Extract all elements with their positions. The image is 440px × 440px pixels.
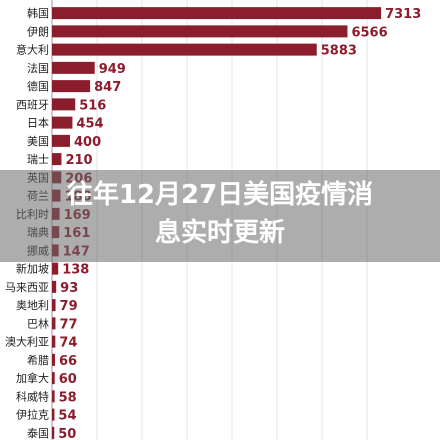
value-label: 74 [59, 336, 77, 351]
category-label: 伊朗 [27, 25, 49, 38]
bar [52, 98, 76, 111]
category-label: 西班牙 [16, 98, 49, 111]
category-label: 日本 [27, 116, 49, 130]
category-label: 奥地利 [16, 298, 49, 312]
bar [52, 116, 73, 129]
value-label: 58 [59, 390, 77, 405]
value-label: 516 [79, 98, 106, 113]
category-label: 澳大利亚 [5, 335, 49, 349]
headline-line-1: 往年12月27日美国疫情消 [66, 180, 374, 210]
value-label: 5883 [321, 44, 357, 59]
value-label: 7313 [385, 7, 421, 22]
value-label: 949 [99, 62, 126, 77]
category-label: 德国 [27, 79, 49, 93]
category-label: 伊拉克 [16, 408, 49, 422]
value-label: 847 [94, 80, 121, 95]
bar [52, 317, 56, 330]
bar [52, 390, 55, 403]
bar [52, 299, 56, 312]
value-label: 93 [60, 281, 78, 296]
bar [52, 134, 70, 147]
category-label: 科威特 [16, 389, 49, 403]
category-label: 泰国 [27, 426, 49, 440]
category-label: 加拿大 [16, 371, 49, 385]
bar [52, 335, 56, 348]
headline-band [0, 170, 440, 262]
category-label: 瑞士 [27, 152, 49, 166]
value-label: 77 [59, 317, 77, 332]
bar [52, 280, 57, 293]
category-label: 美国 [27, 135, 49, 148]
bar [52, 353, 55, 366]
bar [52, 25, 348, 38]
value-label: 66 [59, 354, 77, 369]
bar [52, 61, 95, 74]
value-label: 60 [59, 372, 77, 387]
category-label: 韩国 [27, 6, 49, 20]
bar [52, 43, 317, 56]
bar [52, 372, 55, 385]
category-label: 马来西亚 [5, 281, 49, 294]
category-label: 巴林 [27, 316, 49, 330]
category-label: 希腊 [27, 353, 49, 367]
headline-line-2: 息实时更新 [154, 218, 285, 248]
bar [52, 80, 91, 93]
value-label: 6566 [351, 25, 387, 40]
bar [52, 7, 382, 20]
bar [52, 408, 55, 421]
bar [52, 426, 55, 439]
value-label: 400 [74, 135, 101, 150]
bar [52, 262, 59, 275]
value-label: 79 [60, 299, 78, 314]
category-label: 意大利 [16, 43, 49, 57]
category-label: 新加坡 [16, 262, 49, 276]
bar [52, 153, 62, 166]
value-label: 54 [58, 409, 76, 424]
category-label: 法国 [27, 61, 49, 75]
value-label: 50 [58, 427, 76, 440]
value-label: 138 [62, 263, 89, 278]
headline: 往年12月27日美国疫情消 息实时更新 [0, 176, 440, 252]
value-label: 210 [65, 153, 92, 168]
value-label: 454 [76, 117, 103, 132]
